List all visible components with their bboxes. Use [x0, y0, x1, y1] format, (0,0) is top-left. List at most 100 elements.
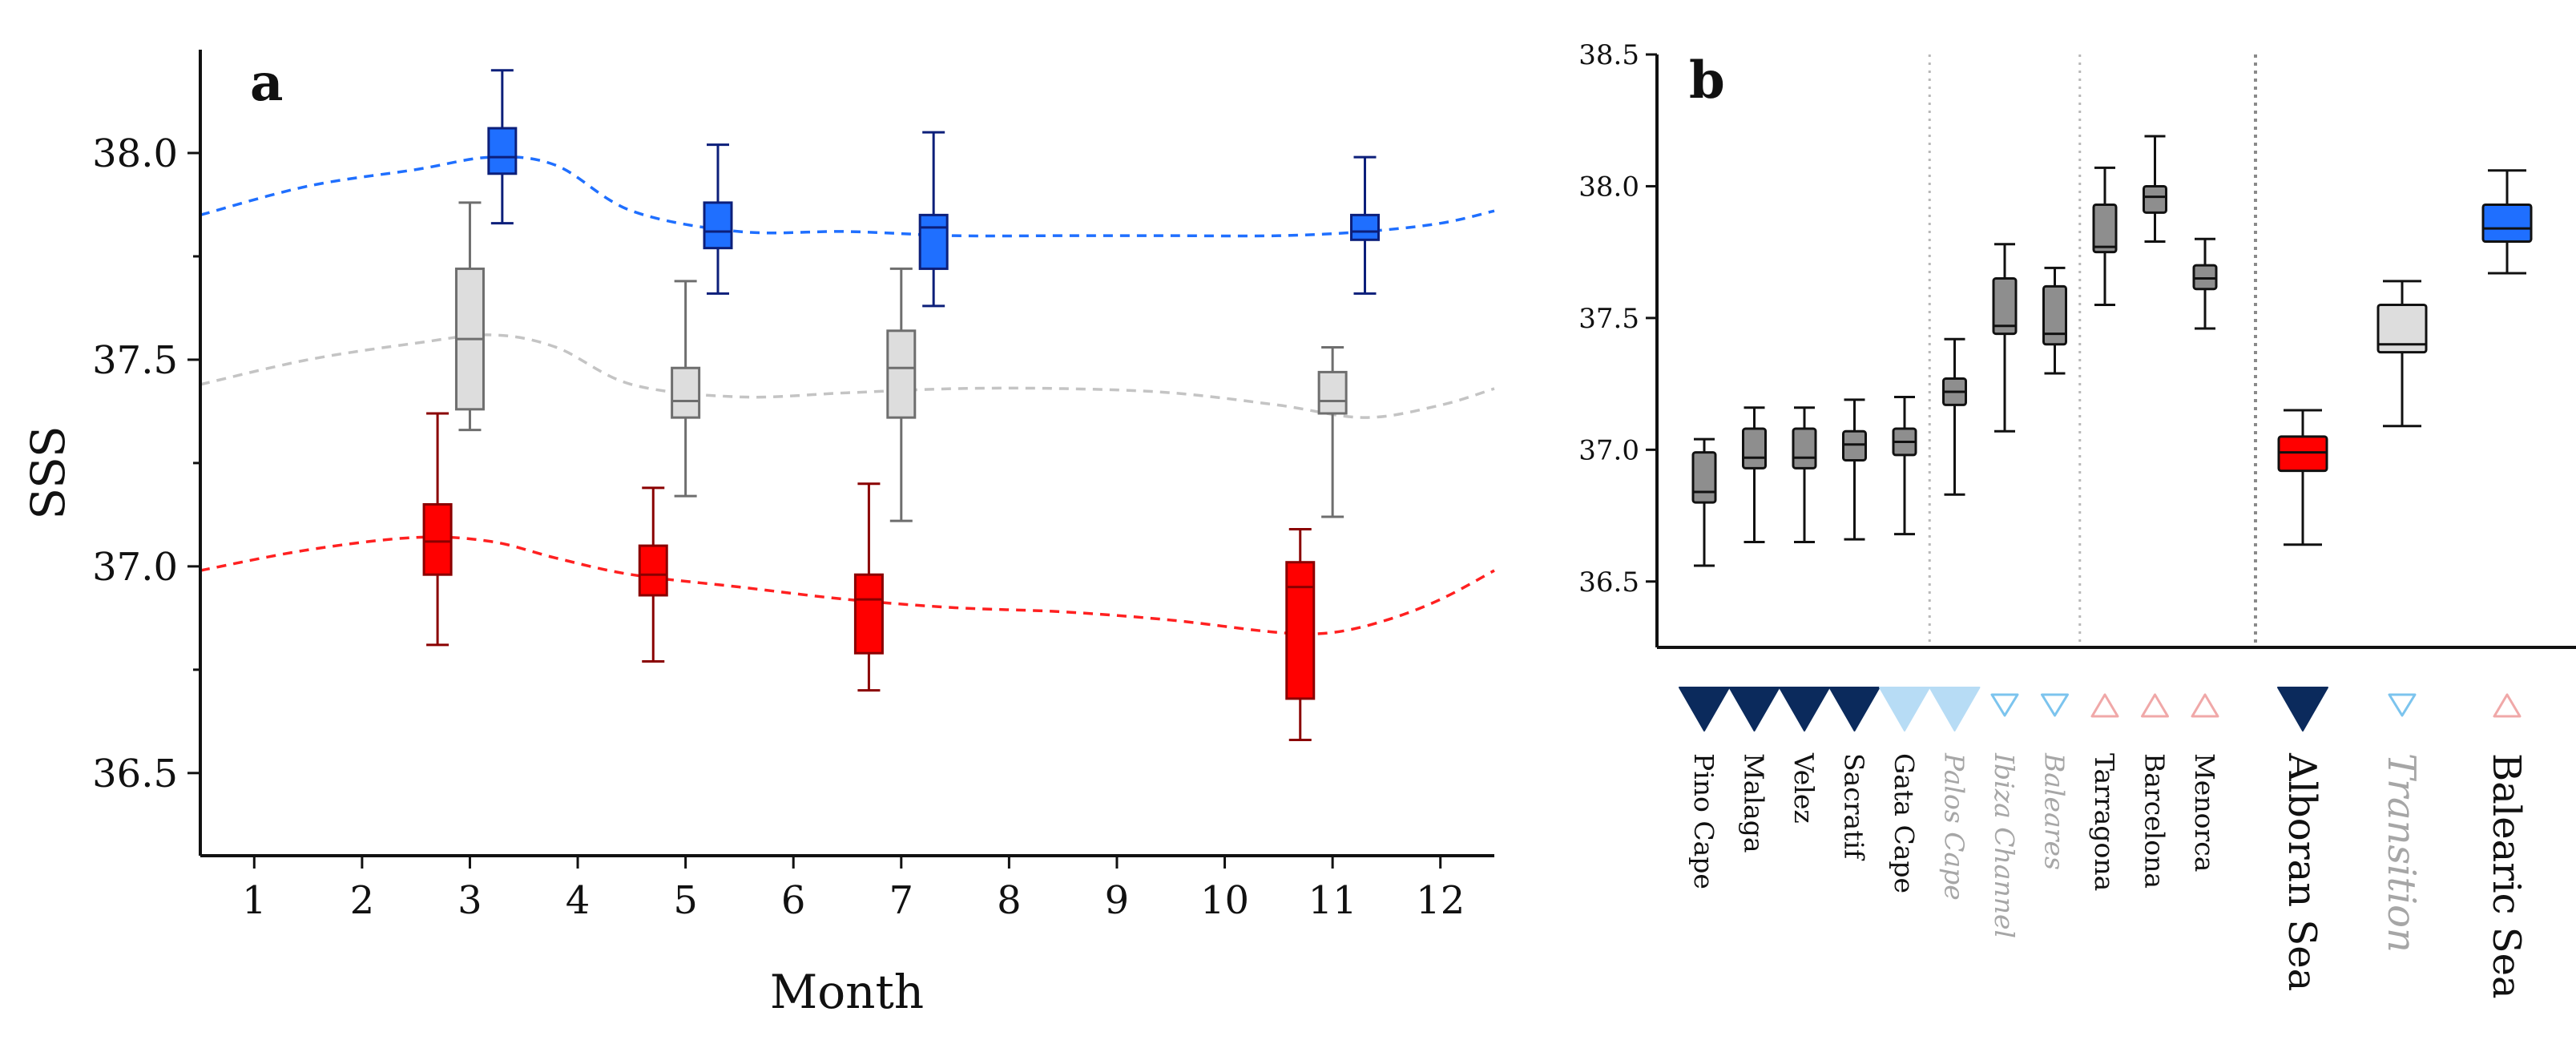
category-label-malaga: Malaga — [1739, 753, 1770, 853]
boxplot-menorca — [2192, 237, 2218, 330]
panel-a-x-tick-label: 4 — [566, 878, 591, 923]
panel-a-x-tick-label: 11 — [1308, 878, 1357, 923]
panel-b-y-tick-label: 36.5 — [1578, 566, 1639, 599]
category-label-velez: Velez — [1788, 752, 1820, 824]
panel-a-y-ticks: 36.5 37.0 37.5 38.0 — [92, 131, 200, 796]
category-label-balearic-sea: Balearic Sea — [2484, 753, 2529, 999]
open-triangle-down-icon — [2388, 693, 2417, 717]
boxplot-baleares — [2042, 266, 2067, 375]
box-iqr — [2277, 435, 2328, 473]
box-iqr — [1842, 429, 1867, 462]
box-iqr — [1350, 213, 1380, 241]
filled-triangle-down-icon — [1929, 687, 1981, 732]
boxplot-alboran-sea — [853, 482, 884, 692]
boxplot-balearic-sea — [703, 143, 733, 295]
filled-triangle-down-icon — [1879, 687, 1930, 732]
category-label-baleares: Baleares — [2039, 752, 2070, 870]
panel-b-y-tick-label: 37.0 — [1578, 434, 1639, 466]
boxplot-malaga — [1742, 406, 1767, 543]
panel-b-region-markers — [1679, 687, 2522, 732]
boxplot-transition — [1317, 345, 1348, 518]
panel-a-label: a — [250, 53, 283, 113]
box-iqr — [1285, 561, 1316, 700]
panel-b-y-tick-label: 38.0 — [1578, 171, 1639, 203]
box-iqr — [853, 573, 884, 655]
boxplot-palos-cape — [1942, 337, 1967, 496]
panel-b-separators — [1928, 54, 2257, 647]
boxplot-transition — [454, 201, 485, 432]
open-triangle-up-icon — [2090, 693, 2119, 718]
panel-a-x-tick-label: 3 — [458, 878, 482, 923]
open-triangle-up-icon — [2493, 693, 2522, 718]
panel-a-x-tick-label: 10 — [1200, 878, 1249, 923]
boxplot-transition — [671, 280, 701, 498]
panel-a-x-ticks: 1 2 3 4 5 6 7 8 9 10 11 12 — [242, 856, 1465, 923]
box-iqr — [422, 502, 453, 576]
panel-b-y-ticks: 36.5 37.0 37.5 38.0 38.5 — [1578, 39, 1657, 599]
panel-a-y-tick-label: 37.5 — [92, 338, 178, 383]
boxplot-barcelona — [2143, 135, 2167, 244]
panel-a-y-tick-label: 38.0 — [92, 131, 178, 176]
open-triangle-up-icon — [2141, 693, 2169, 718]
filled-triangle-down-icon — [1828, 687, 1881, 732]
boxplot-balearic-sea — [1350, 155, 1380, 295]
boxplot-tarragona — [2092, 166, 2118, 306]
category-label-alboran-sea: Alboran Sea — [2280, 752, 2324, 991]
box-iqr — [2376, 303, 2428, 354]
panel-a-x-tick-label: 9 — [1105, 878, 1130, 923]
filled-triangle-down-icon — [1728, 687, 1780, 732]
panel-a-axes — [199, 50, 1494, 857]
boxplot-transition — [886, 267, 917, 522]
panel-b-axes — [1655, 54, 2576, 649]
box-iqr — [487, 127, 518, 175]
boxplot-sacratif — [1842, 398, 1867, 541]
open-triangle-down-icon — [1990, 693, 2019, 717]
box-iqr — [1317, 370, 1348, 415]
category-label-barcelona: Barcelona — [2139, 753, 2171, 889]
open-triangle-up-icon — [2191, 693, 2219, 718]
boxplot-alboran-sea — [2277, 409, 2328, 546]
trend-line-balearic-sea — [200, 155, 1495, 238]
box-iqr — [1992, 277, 2018, 336]
panel-b-label: b — [1689, 50, 1725, 111]
category-label-pino-cape: Pino Cape — [1688, 753, 1719, 889]
panel-a-x-tick-label: 1 — [242, 878, 267, 923]
category-label-tarragona: Tarragona — [2089, 753, 2120, 891]
boxplot-gata-cape — [1892, 396, 1917, 536]
panel-b-y-tick-label: 38.5 — [1578, 39, 1639, 71]
filled-triangle-down-icon — [1679, 687, 1730, 732]
panel-b-boxplots — [1691, 135, 2533, 567]
panel-a-y-tick-label: 36.5 — [92, 752, 178, 796]
panel-b: 36.5 37.0 37.5 38.0 38.5 Pino Cape Malaga Vele… — [1578, 39, 2576, 999]
box-iqr — [2042, 284, 2067, 346]
panel-a-x-tick-label: 6 — [781, 878, 806, 923]
boxplot-transition — [2376, 280, 2428, 428]
panel-a-x-tick-label: 12 — [1416, 878, 1465, 923]
panel-a-x-axis-title: Month — [770, 965, 924, 1019]
box-iqr — [671, 366, 701, 419]
box-iqr — [703, 201, 733, 250]
filled-triangle-down-icon — [1779, 687, 1830, 732]
category-label-sacratif: Sacratif — [1839, 753, 1870, 861]
trend-line-transition — [200, 333, 1495, 419]
box-iqr — [2192, 264, 2218, 291]
panel-a-x-tick-label: 2 — [350, 878, 375, 923]
box-iqr — [918, 213, 949, 270]
box-iqr — [638, 544, 668, 597]
category-label-gata-cape: Gata Cape — [1889, 753, 1920, 893]
box-iqr — [2481, 203, 2533, 244]
boxplot-balearic-sea — [2481, 169, 2533, 275]
panel-a-y-axis-title: SSS — [21, 425, 75, 519]
boxplot-alboran-sea — [1285, 527, 1316, 742]
panel-a-boxplots — [422, 69, 1380, 742]
box-iqr — [1742, 427, 1767, 470]
boxplot-velez — [1792, 406, 1817, 543]
category-label-menorca: Menorca — [2189, 753, 2220, 872]
box-iqr — [2143, 184, 2167, 214]
open-triangle-down-icon — [2041, 693, 2069, 717]
panel-b-y-tick-label: 37.5 — [1578, 303, 1639, 335]
category-label-ibiza-channel: Ibiza Channel — [1989, 752, 2020, 938]
boxplot-balearic-sea — [918, 131, 949, 308]
boxplot-balearic-sea — [487, 69, 518, 225]
